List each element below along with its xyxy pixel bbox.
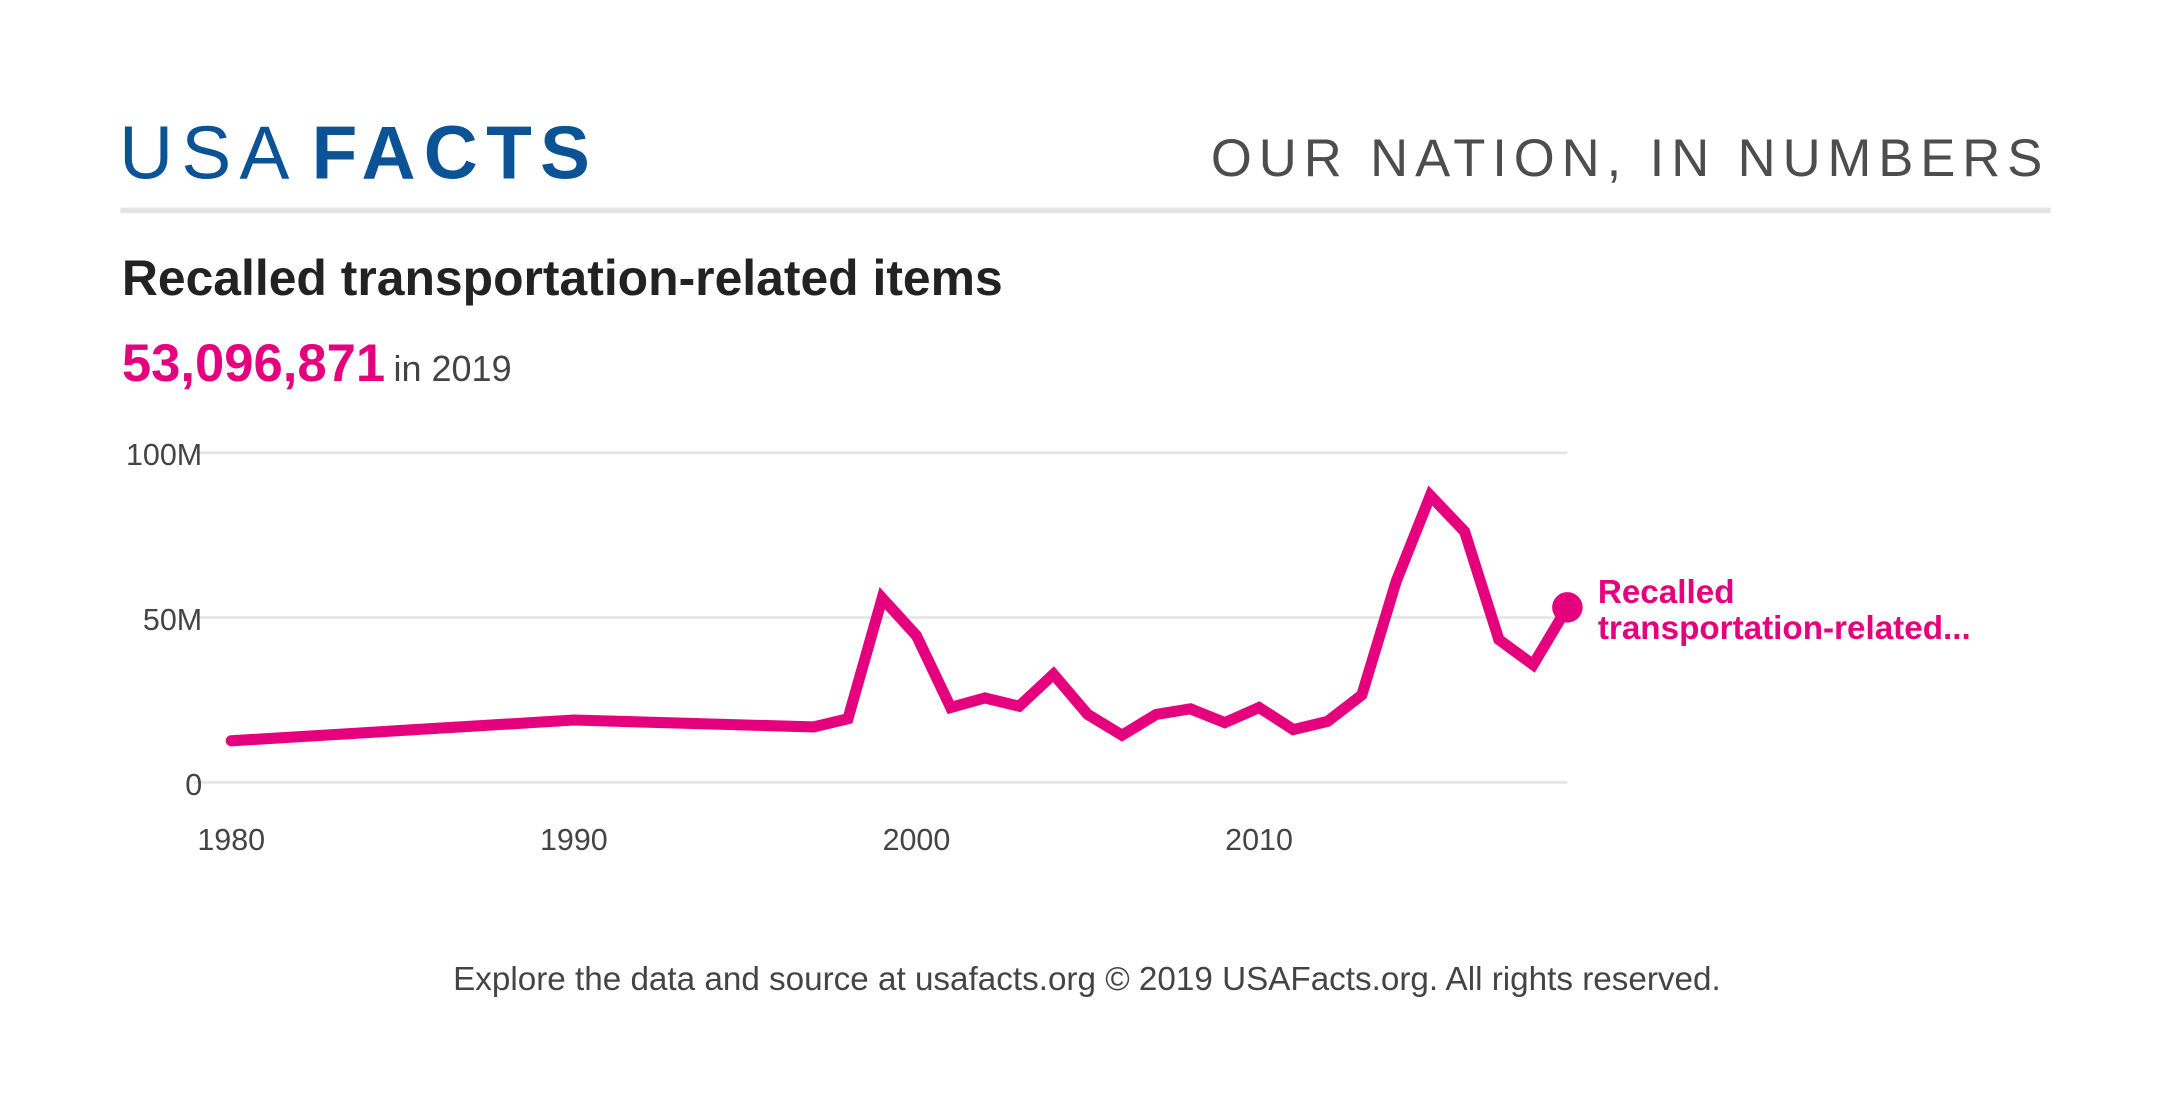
tagline: OUR NATION, IN NUMBERS: [1210, 130, 2050, 189]
x-tick-label: 2000: [883, 823, 951, 857]
end-point-marker: [1552, 592, 1583, 623]
series-end-label: transportation-related...: [1598, 610, 1971, 647]
y-tick-label: 100M: [126, 438, 202, 472]
chart-title: Recalled transportation-related items: [121, 249, 1003, 306]
x-tick-label: 2010: [1225, 823, 1293, 857]
headline-stat: 53,096,871 in 2019: [122, 335, 512, 395]
logo-usa: USA: [119, 112, 298, 196]
x-tick-label: 1990: [540, 823, 608, 857]
usafacts-logo[interactable]: USA FACTS: [119, 111, 598, 197]
series-end-label: Recalled: [1598, 574, 1735, 611]
footer-credit: Explore the data and source at usafacts.…: [453, 960, 1721, 999]
headline-suffix: in 2019: [393, 347, 512, 390]
headline-value: 53,096,871: [121, 335, 386, 394]
x-tick-label: 1980: [197, 823, 265, 857]
logo-facts: FACTS: [311, 112, 599, 196]
y-tick-label: 0: [185, 768, 202, 802]
y-tick-label: 50M: [143, 603, 202, 637]
series-line: [225, 485, 1573, 747]
header-divider: [120, 207, 2051, 214]
